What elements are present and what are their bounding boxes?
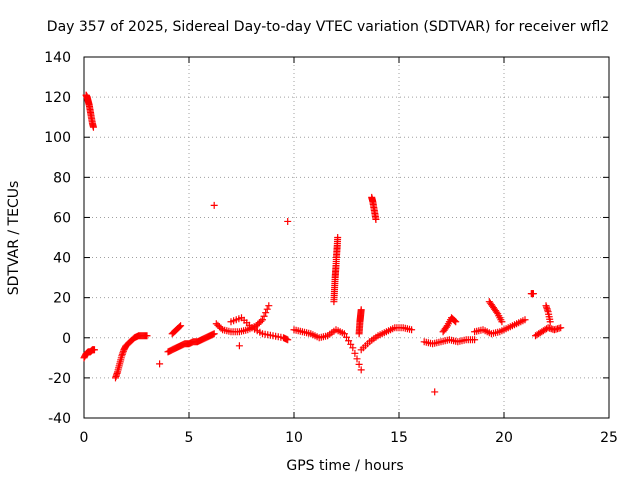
data-point [493, 308, 501, 316]
y-tick-label: 0 [62, 331, 71, 347]
data-point [521, 316, 529, 324]
y-tick-label: -20 [48, 371, 71, 387]
x-tick-label: 20 [495, 430, 513, 446]
data-point [212, 320, 220, 328]
data-point [255, 319, 263, 327]
data-point [89, 123, 97, 131]
outlier-point [431, 388, 439, 396]
grid-layer [84, 57, 609, 418]
data-point [529, 290, 537, 298]
data-point [351, 349, 359, 357]
outlier-point [235, 342, 243, 350]
data-point [254, 320, 262, 328]
data-point [357, 306, 365, 314]
data-point [259, 316, 266, 324]
x-tick-label: 25 [600, 430, 618, 446]
data-point [353, 355, 361, 363]
data-point [334, 234, 342, 241]
data-point [557, 324, 565, 332]
y-tick-label: 40 [53, 251, 71, 267]
data-point [263, 305, 271, 313]
data-point [347, 340, 355, 348]
data-point [355, 360, 363, 368]
x-tick-label: 0 [80, 430, 89, 446]
plot-frame [83, 56, 610, 419]
data-point [91, 346, 98, 354]
data-point [265, 302, 273, 310]
data-point [546, 318, 554, 326]
data-point [349, 344, 357, 352]
data-point [260, 312, 268, 320]
data-marks [80, 91, 565, 396]
data-point [177, 322, 185, 330]
data-point [252, 322, 260, 330]
data-point [372, 215, 380, 223]
tick-labels: 0 5 10 15 20 25 -40 -20 0 20 40 60 80 100 120 140 [44, 50, 618, 446]
x-tick-label: 15 [390, 430, 408, 446]
y-axis-title: SDTVAR / TECUs [6, 181, 22, 296]
y-tick-label: 100 [44, 130, 71, 146]
y-tick-label: 120 [44, 90, 71, 106]
y-tick-label: 60 [53, 210, 71, 226]
data-point [471, 336, 479, 344]
y-tick-label: 80 [53, 170, 71, 186]
data-point [257, 317, 265, 325]
x-tick-label: 10 [285, 430, 303, 446]
x-tick-label: 5 [185, 430, 194, 446]
data-point [452, 318, 460, 326]
data-point [408, 326, 416, 334]
data-point [451, 317, 459, 325]
chart-title: Day 357 of 2025, Sidereal Day-to-day VTE… [47, 19, 609, 35]
outlier-point [156, 360, 164, 368]
y-tick-label: -40 [48, 411, 71, 427]
data-point [284, 336, 292, 344]
y-tick-label: 20 [53, 291, 71, 307]
data-point [357, 366, 365, 374]
y-tick-label: 140 [44, 50, 71, 66]
data-point [143, 332, 151, 340]
data-point [210, 330, 218, 338]
data-point [214, 321, 222, 329]
data-point [442, 323, 450, 331]
data-point [498, 318, 506, 326]
outlier-point [284, 217, 292, 225]
outlier-point [210, 201, 218, 209]
data-point [217, 324, 225, 332]
data-point [215, 323, 223, 331]
data-point [176, 323, 184, 331]
plot-border [83, 56, 610, 419]
x-axis-title: GPS time / hours [286, 458, 403, 474]
data-point [262, 309, 270, 317]
data-point [345, 337, 353, 345]
data-point [340, 330, 348, 338]
data-point [343, 333, 350, 341]
